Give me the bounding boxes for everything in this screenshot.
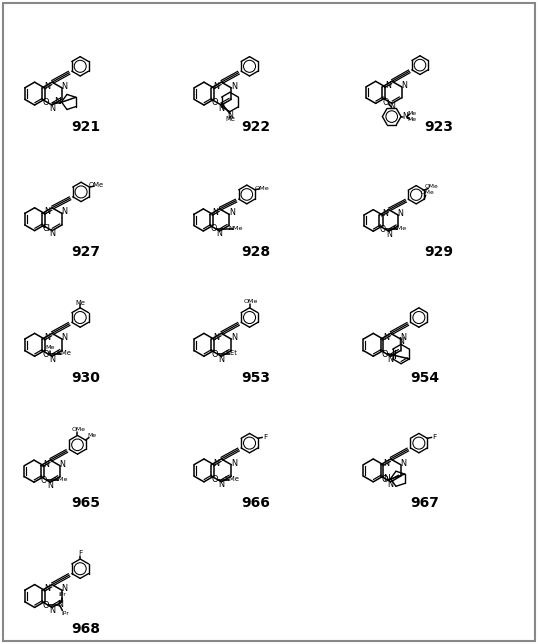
Text: Me: Me [75,299,85,305]
Text: N: N [44,207,50,216]
Text: N: N [218,480,224,489]
Text: 967: 967 [410,497,439,511]
Text: N: N [231,459,237,468]
Text: F: F [263,433,267,439]
Text: O: O [380,225,386,234]
Text: NEt: NEt [226,350,238,356]
Text: Me: Me [408,117,416,122]
Text: N: N [44,584,50,593]
Text: N: N [49,229,55,238]
Text: NMe: NMe [224,476,239,482]
Text: N: N [217,229,223,238]
Text: N: N [214,333,220,342]
Text: O: O [211,475,218,484]
Text: 953: 953 [241,371,270,385]
Text: O: O [383,98,389,107]
Text: 928: 928 [241,245,270,259]
Text: O: O [43,601,49,610]
Text: 929: 929 [424,245,453,259]
Text: F: F [432,433,436,439]
Text: iPr: iPr [61,611,69,616]
Text: 927: 927 [72,245,101,259]
Text: O: O [211,99,218,108]
Text: 965: 965 [72,497,101,511]
Text: N: N [214,82,220,91]
Text: N: N [44,82,50,91]
Text: N: N [385,81,391,90]
Text: N: N [231,333,237,342]
Text: N: N [384,474,391,483]
Text: 966: 966 [241,497,270,511]
Text: N: N [214,459,220,468]
Text: N: N [398,337,404,346]
Text: O: O [43,99,49,108]
Text: N: N [386,230,392,239]
Text: 968: 968 [72,622,101,636]
Text: N: N [49,355,55,364]
Text: N: N [60,460,65,469]
Text: N: N [382,209,388,218]
Text: N: N [402,112,408,121]
Text: F: F [78,550,82,556]
Text: O: O [211,350,218,359]
Text: N: N [61,82,68,91]
Text: Me: Me [225,116,235,122]
Text: N: N [61,333,68,342]
Text: N: N [398,209,404,218]
Text: O: O [43,350,49,359]
Text: N: N [61,584,68,593]
Text: N: N [388,355,394,364]
Text: N: N [389,102,395,111]
Text: OMe: OMe [89,182,104,188]
Text: N: N [401,81,407,90]
Text: Cl: Cl [43,224,51,233]
Text: N: N [47,480,53,489]
Text: OMe: OMe [421,190,434,195]
Text: OMe: OMe [424,184,438,189]
Text: Me: Me [45,345,55,350]
Text: O: O [210,224,217,233]
Text: 954: 954 [410,371,440,385]
Text: N: N [218,355,224,364]
Text: NMe: NMe [53,477,67,482]
Text: N: N [383,333,389,342]
Text: N: N [43,460,49,469]
Text: iPr: iPr [59,592,66,597]
Text: NMe: NMe [56,350,72,356]
Text: O: O [381,350,387,359]
Text: N: N [61,207,68,216]
Text: N: N [388,480,394,489]
Text: N: N [218,104,224,113]
Text: OMe: OMe [254,185,269,191]
Text: OMe: OMe [72,427,86,432]
Text: N: N [400,333,406,342]
Text: 922: 922 [241,120,270,133]
Text: OMe: OMe [243,299,258,304]
Text: N: N [213,209,218,218]
Text: N: N [57,600,62,609]
Text: N: N [44,333,50,342]
Text: 921: 921 [72,120,101,133]
Text: N: N [229,209,235,218]
Text: N: N [383,459,389,468]
Text: NMe: NMe [228,225,243,231]
Text: Me: Me [408,111,416,116]
Text: O: O [41,475,47,484]
Text: O: O [381,475,387,484]
Text: 923: 923 [424,120,453,133]
Text: N: N [49,606,55,615]
Text: 930: 930 [72,371,101,385]
Text: N: N [49,104,55,113]
Text: NMe: NMe [392,226,407,231]
Text: N: N [231,82,237,91]
Text: N: N [400,459,406,468]
Text: N: N [55,97,61,106]
Text: Me: Me [87,433,96,439]
Text: N: N [227,111,233,120]
